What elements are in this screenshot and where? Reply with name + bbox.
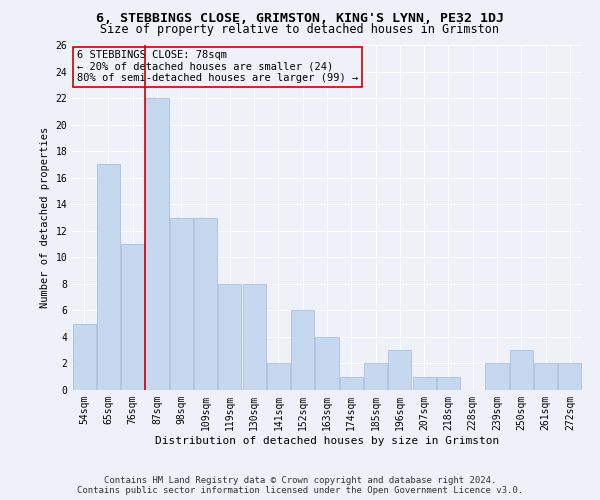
Bar bbox=[316, 337, 338, 390]
Bar bbox=[291, 310, 314, 390]
Text: 6 STEBBINGS CLOSE: 78sqm
← 20% of detached houses are smaller (24)
80% of semi-d: 6 STEBBINGS CLOSE: 78sqm ← 20% of detach… bbox=[77, 50, 358, 84]
Bar bbox=[194, 218, 217, 390]
Bar bbox=[485, 364, 509, 390]
Bar bbox=[340, 376, 363, 390]
Bar bbox=[559, 364, 581, 390]
Text: 6, STEBBINGS CLOSE, GRIMSTON, KING'S LYNN, PE32 1DJ: 6, STEBBINGS CLOSE, GRIMSTON, KING'S LYN… bbox=[96, 12, 504, 26]
Bar bbox=[170, 218, 193, 390]
Text: Size of property relative to detached houses in Grimston: Size of property relative to detached ho… bbox=[101, 22, 499, 36]
Text: Contains HM Land Registry data © Crown copyright and database right 2024.
Contai: Contains HM Land Registry data © Crown c… bbox=[77, 476, 523, 495]
Bar bbox=[242, 284, 266, 390]
Bar bbox=[121, 244, 144, 390]
Bar bbox=[145, 98, 169, 390]
Bar bbox=[364, 364, 387, 390]
Bar bbox=[510, 350, 533, 390]
Bar bbox=[73, 324, 95, 390]
Bar bbox=[388, 350, 412, 390]
Bar bbox=[437, 376, 460, 390]
Bar bbox=[97, 164, 120, 390]
X-axis label: Distribution of detached houses by size in Grimston: Distribution of detached houses by size … bbox=[155, 436, 499, 446]
Y-axis label: Number of detached properties: Number of detached properties bbox=[40, 127, 50, 308]
Bar bbox=[534, 364, 557, 390]
Bar bbox=[218, 284, 241, 390]
Bar bbox=[267, 364, 290, 390]
Bar bbox=[413, 376, 436, 390]
